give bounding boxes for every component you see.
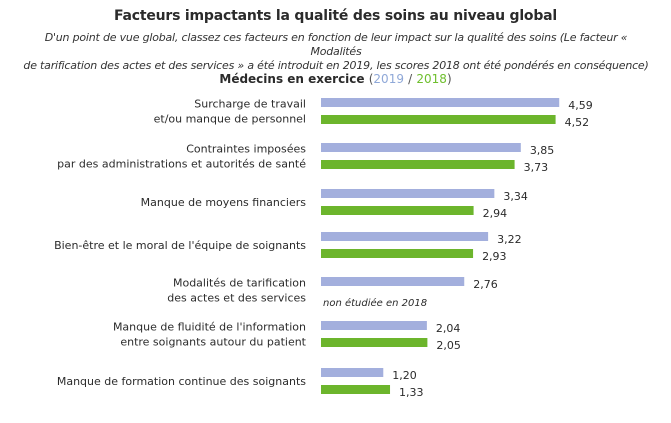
bar-2018: [321, 385, 391, 394]
category-label: Manque de fluidité de l'information: [113, 321, 306, 334]
bar-2019: [321, 277, 465, 286]
bar-2019: [321, 189, 495, 198]
panel-title-text: Médecins en exercice: [219, 72, 365, 86]
bar-2018: [321, 249, 474, 258]
bar-2018: [321, 338, 428, 347]
bar-2018: [321, 160, 515, 169]
category-label: Bien-être et le moral de l'équipe de soi…: [54, 239, 306, 252]
chart-title: Facteurs impactants la qualité des soins…: [113, 8, 558, 24]
legend-2018: 2018: [416, 72, 447, 86]
bar-2018: [321, 115, 556, 124]
bar-2019: [321, 143, 521, 152]
value-label-2019: 2,04: [436, 322, 461, 335]
legend-paren-open: (: [368, 72, 374, 86]
note-not-studied-2018: non étudiée en 2018: [323, 297, 427, 309]
value-label-2019: 3,22: [497, 233, 522, 246]
bar-2019: [321, 368, 384, 377]
bar-2019: [321, 321, 427, 330]
subtitle-line-1: D'un point de vue global, classez ces fa…: [44, 31, 628, 58]
subtitle-line-2: de tarification des actes et des service…: [23, 59, 649, 72]
legend-2019: 2019: [373, 72, 404, 86]
bar-2019: [321, 232, 489, 241]
category-label: Modalités de tarification: [173, 277, 306, 290]
value-label-2018: 2,93: [482, 250, 507, 263]
value-label-2018: 4,52: [565, 116, 590, 129]
value-label-2018: 2,94: [483, 207, 508, 220]
bar-2018: [321, 206, 474, 215]
value-label-2019: 2,76: [473, 278, 498, 291]
legend-separator: /: [408, 72, 413, 86]
value-label-2019: 1,20: [392, 369, 417, 382]
value-label-2018: 2,05: [436, 339, 461, 352]
legend-paren-close: ): [446, 72, 452, 86]
value-label-2019: 3,34: [503, 190, 528, 203]
category-label: et/ou manque de personnel: [154, 113, 306, 126]
bar-2019: [321, 98, 560, 107]
category-label: par des administrations et autorités de …: [57, 158, 306, 171]
value-label-2019: 4,59: [568, 99, 593, 112]
category-label: Manque de formation continue des soignan…: [57, 375, 306, 388]
category-label: des actes et des services: [167, 292, 306, 305]
category-label: Manque de moyens financiers: [141, 196, 307, 209]
value-label-2018: 3,73: [524, 161, 549, 174]
value-label-2018: 1,33: [399, 386, 424, 399]
panel-title: Médecins en exercice (2019 / 2018): [0, 72, 671, 86]
category-label: entre soignants autour du patient: [120, 336, 306, 349]
chart-subtitle: D'un point de vue global, classez ces fa…: [20, 31, 652, 73]
category-label: Surcharge de travail: [194, 98, 306, 111]
category-label: Contraintes imposées: [186, 143, 306, 156]
value-label-2019: 3,85: [530, 144, 555, 157]
